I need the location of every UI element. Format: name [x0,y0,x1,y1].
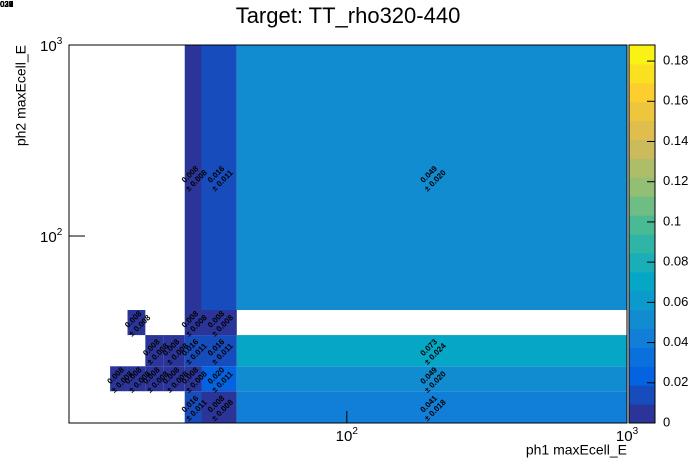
colorbar-band [629,404,655,424]
colorbar-band [629,347,655,367]
heatmap-cell [184,309,202,336]
x-tick-label-exponent: 3 [633,426,639,437]
colorbar-tick-label: 0.1 [663,213,681,228]
plot-frame [68,44,628,424]
colorbar-tick-label: 0.18 [663,53,688,68]
colorbar-tick-label: 0.12 [663,173,688,188]
colorbar-band [629,158,655,178]
colorbar-tick-label: 0.08 [663,254,688,269]
cell-label-group: 0.114± 0.030 [0,0,14,9]
colorbar-band [629,385,655,405]
y-tick-label-exponent: 2 [57,227,63,238]
colorbar-band [629,139,655,159]
colorbar-band [629,177,655,197]
heatmap-cell [236,335,627,367]
y-tick-label: 102 [40,227,63,246]
heatmap-cell [184,366,202,392]
heatmap-cell [163,335,185,367]
heatmap-cell [201,45,237,310]
heatmap-cell [127,366,146,392]
colorbar-band [629,252,655,273]
colorbar-band [629,82,655,103]
heatmap-cell [201,366,237,392]
colorbar-band [629,328,655,348]
y-tick-label-base: 10 [40,229,57,246]
colorbar-band [629,290,655,311]
cell-error-label: ± 0.031 [0,0,14,9]
heatmap-cell [127,309,146,336]
heatmap-cell [201,309,237,336]
heatmap-cell [110,366,128,392]
heatmap-cell [236,391,627,423]
heatmap-cell [184,391,202,423]
heatmap-cell [163,366,185,392]
heatmap-cell [236,366,627,392]
colorbar-band [629,366,655,386]
colorbar-frame [628,44,656,424]
colorbar-tick-label: 0.04 [663,334,688,349]
y-tick-label-base: 10 [40,38,57,55]
cell-label-group: 0.122± 0.031 [0,0,14,9]
y-tick-label: 103 [40,36,63,55]
heatmap-cell [236,45,627,310]
colorbar-band [629,120,655,140]
x-tick-label-exponent: 2 [352,426,358,437]
cell-label-group: 0.089± 0.027 [0,0,14,9]
colorbar-band [629,234,655,254]
cell-label-group: 0.068± 0.028 [0,0,14,9]
colorbar-band [629,63,655,84]
heatmap-cell [184,335,202,367]
cell-error-label: ± 0.030 [0,0,14,9]
colorbar-band [629,196,655,216]
heatmap-cell [201,335,237,367]
colorbar-band [629,309,655,329]
colorbar-band [629,271,655,292]
cell-error-label: ± 0.039 [0,0,14,9]
colorbar-tick-label: 0.14 [663,133,688,148]
x-tick-label-base: 10 [336,428,353,445]
cells [110,45,627,423]
x-axis-label: ph1 maxEcell_E [526,442,627,458]
y-tick-label-exponent: 3 [57,36,63,47]
colorbar-band [629,215,655,235]
heatmap-cell [145,335,164,367]
cell-error-label: ± 0.028 [0,0,14,9]
y-axis-label: ph2 maxEcell_E [13,45,29,146]
x-tick-label: 103 [616,426,639,445]
colorbar-tick-label: 0.02 [663,374,688,389]
x-tick-label-base: 10 [616,428,633,445]
x-tick-label: 102 [336,426,359,445]
colorbar-tick-label: 0.16 [663,93,688,108]
heatmap-cell [201,391,237,423]
colorbar-band [629,45,655,65]
colorbar-band [629,101,655,122]
colorbar-tick-label: 0.06 [663,294,688,309]
colorbar-tick-label: 0 [663,414,670,429]
heatmap-cell [145,366,164,392]
heatmap-cell [184,45,202,310]
cell-label-group: 0.187± 0.039 [0,0,14,9]
chart-title: Target: TT_rho320-440 [236,3,461,28]
cell-error-label: ± 0.027 [0,0,14,9]
